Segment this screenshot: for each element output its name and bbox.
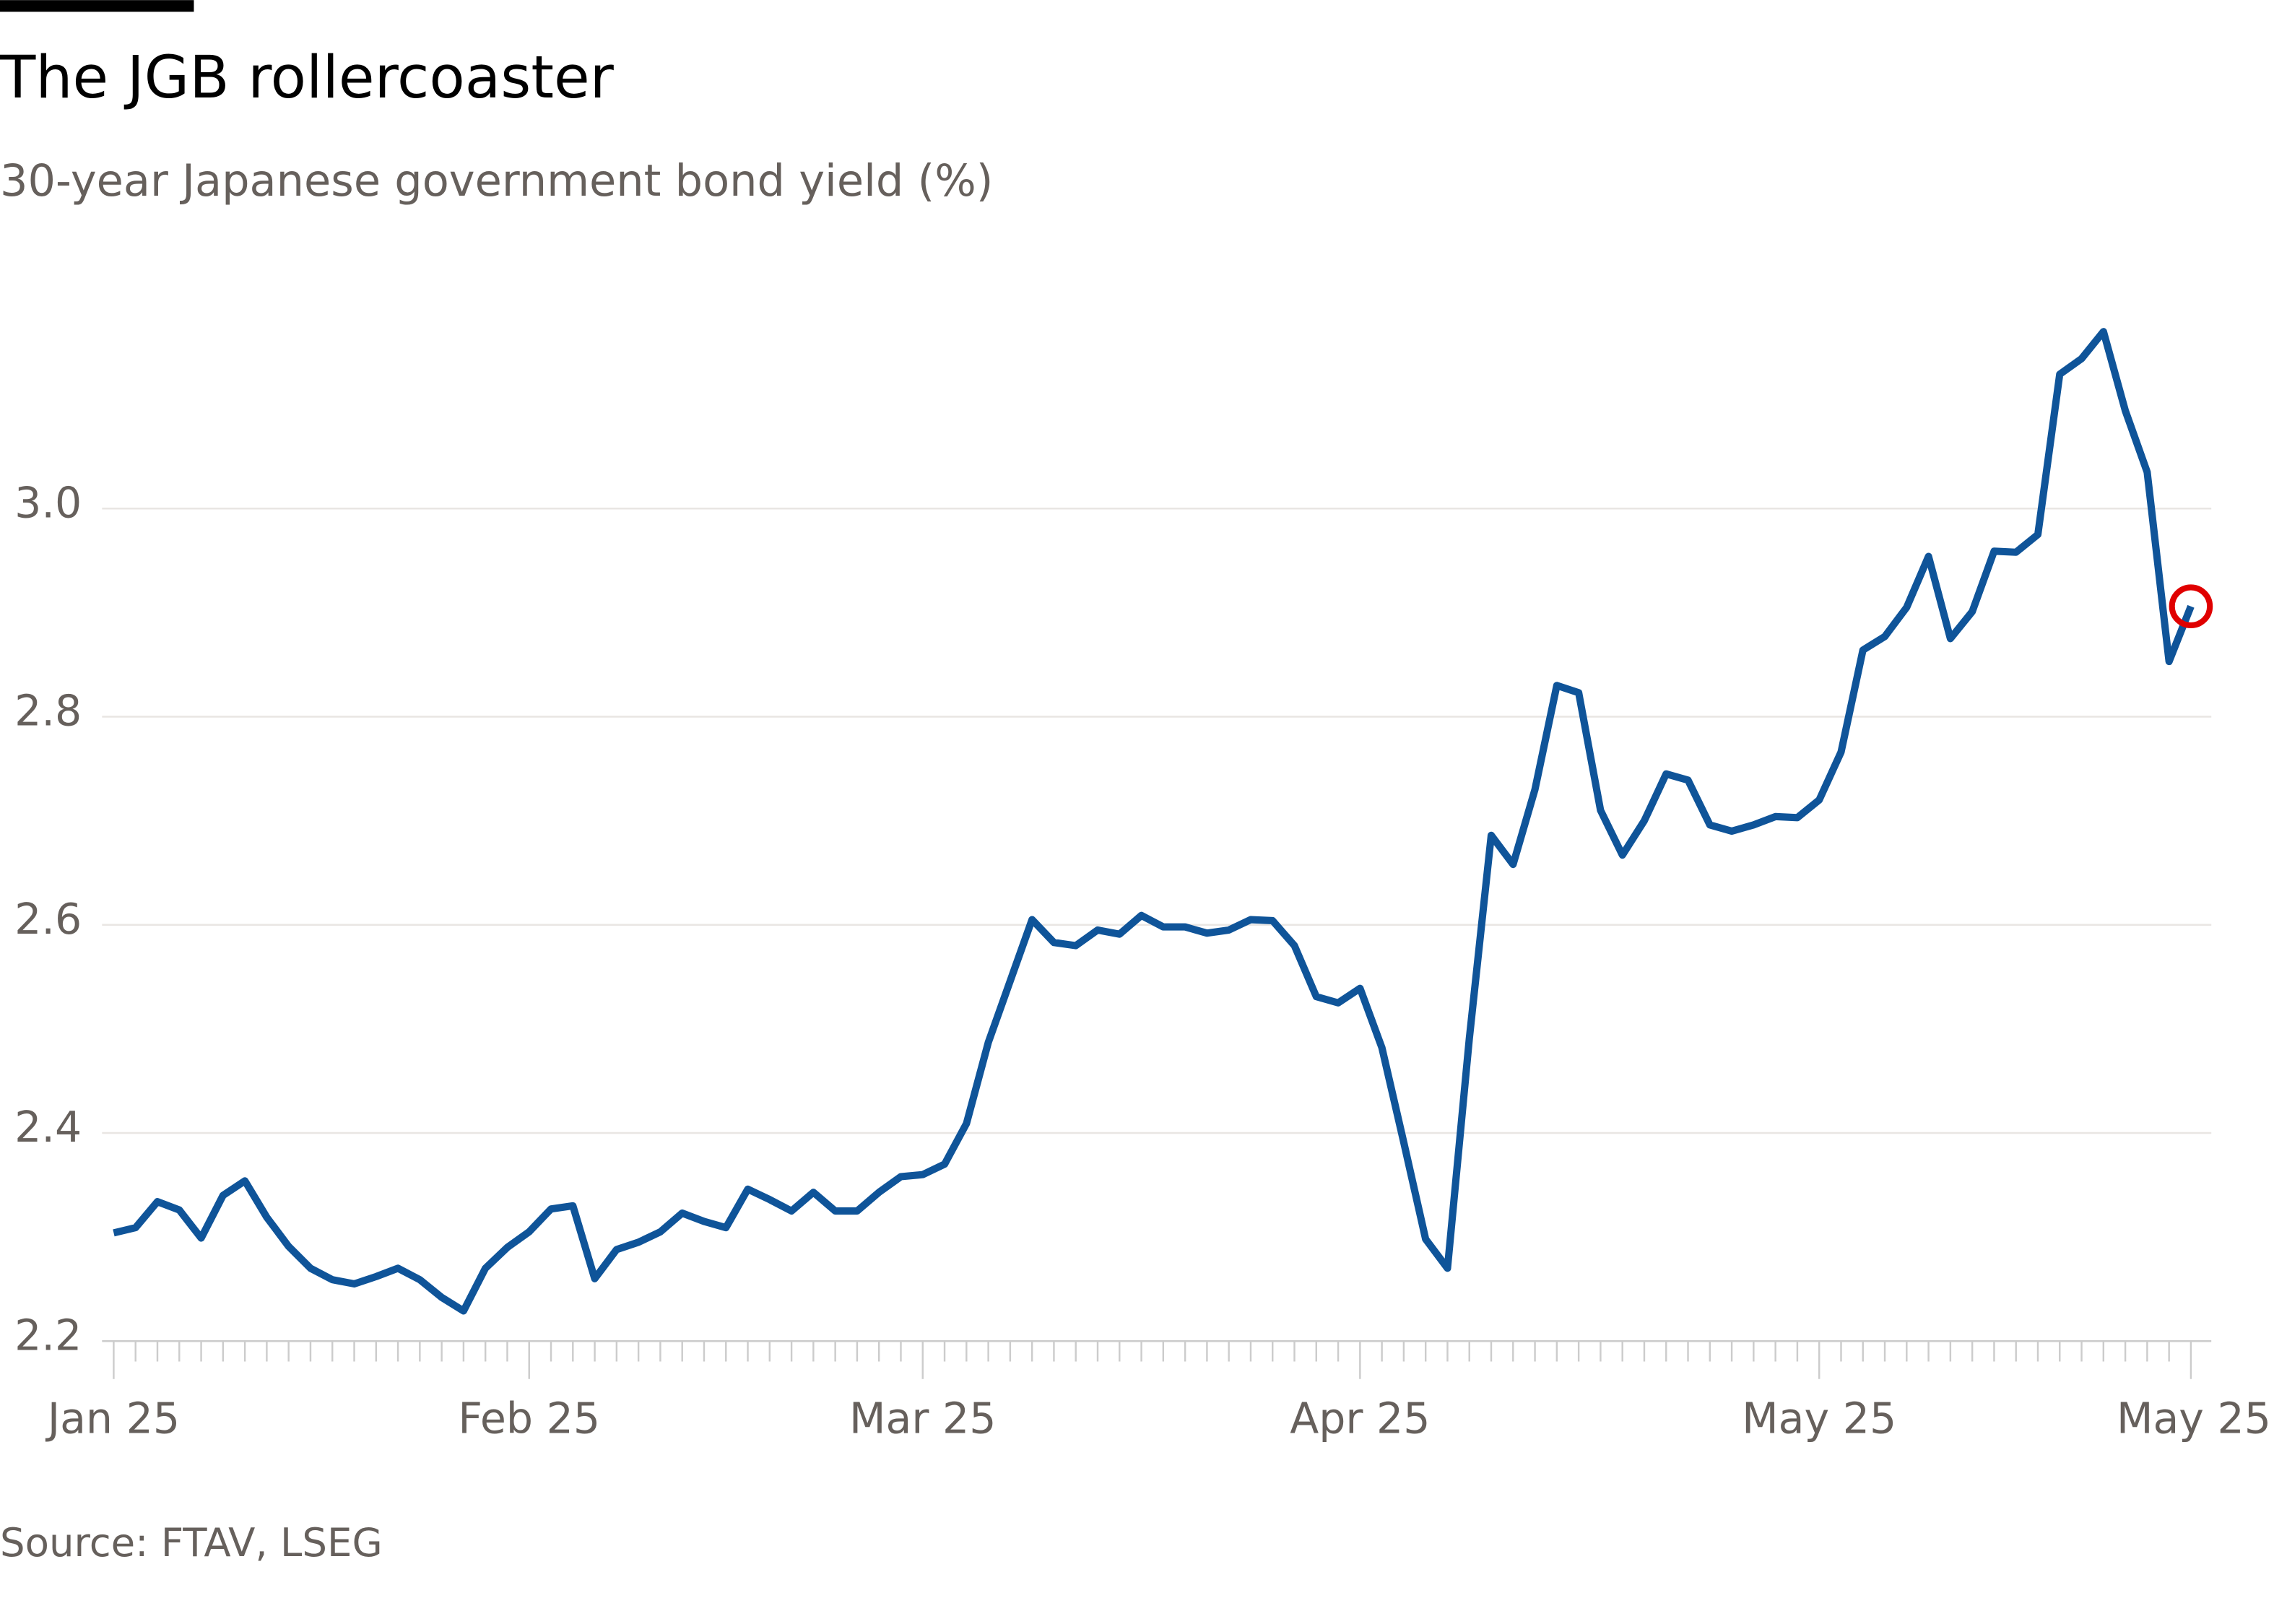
y-tick-label: 2.4 xyxy=(14,1103,82,1152)
brand-bar xyxy=(0,0,194,12)
x-tick-label: May 25 xyxy=(1742,1394,1896,1443)
y-tick-label: 2.2 xyxy=(14,1311,82,1360)
source: Source: FTAV, LSEG xyxy=(0,1519,383,1566)
x-tick-label: Feb 25 xyxy=(458,1394,600,1443)
y-tick-label: 3.0 xyxy=(14,478,82,527)
y-tick-label: 2.8 xyxy=(14,687,82,736)
x-tick-label: Mar 25 xyxy=(849,1394,996,1443)
x-tick-label: Jan 25 xyxy=(45,1394,180,1443)
x-tick-label: May 25 xyxy=(2117,1394,2271,1443)
y-tick-label: 2.6 xyxy=(14,895,82,944)
chart-title: The JGB rollercoaster xyxy=(0,44,615,112)
chart-subtitle: 30-year Japanese government bond yield (… xyxy=(0,156,993,207)
highlight-marker xyxy=(2169,584,2213,628)
line xyxy=(113,328,2195,1315)
x-tick-label: Apr 25 xyxy=(1290,1394,1430,1443)
